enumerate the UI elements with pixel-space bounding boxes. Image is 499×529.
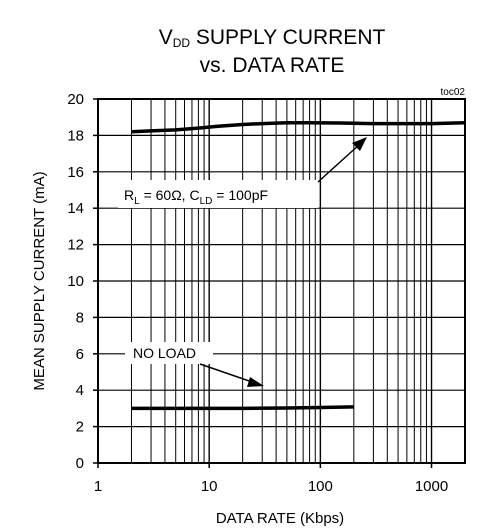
chart-title-line1: VDD SUPPLY CURRENT [159,26,386,50]
y-axis-label: MEAN SUPPLY CURRENT (mA) [31,171,48,390]
annotation-rl-label: RL = 60Ω, CLD = 100pF [124,187,268,207]
annotation-noload-arrow-line [199,363,256,384]
title-v: V [159,26,173,49]
title-supply-current: SUPPLY CURRENT [190,26,385,49]
x-axis-label: DATA RATE (Kbps) [216,510,344,527]
y-tick-label: 4 [76,382,84,399]
annotation-rl-arrow-line [317,143,361,183]
y-tick-label: 14 [67,200,84,217]
y-tick-label: 10 [67,273,84,290]
y-tick-label: 6 [76,346,84,363]
y-tick-label: 2 [76,419,84,436]
annotation-rl-arrowhead [352,137,367,151]
series-line-rl60 [131,120,466,134]
y-tick-label: 20 [67,91,84,108]
y-tick-label: 18 [67,127,84,144]
plot-frame [97,98,466,464]
x-tick-label: 100 [308,478,333,495]
annotation-noload-label: NO LOAD [133,345,196,361]
x-tick-label: 1000 [415,478,448,495]
title-dd-subscript: DD [173,36,191,50]
annotation-rl-box [118,180,318,208]
tick-labels: 0 2 4 6 8 10 12 14 16 18 20 1 10 100 1000 [67,91,448,495]
annotation-noload-arrowhead [247,377,264,387]
x-tick-label: 10 [201,478,218,495]
chart-title-line2: vs. DATA RATE [200,54,345,77]
grid [93,98,465,468]
annotation-noload-box [125,342,213,364]
series-line-no-load [131,405,354,411]
x-tick-label: 1 [94,478,102,495]
y-tick-label: 16 [67,164,84,181]
y-tick-label: 12 [67,237,84,254]
y-tick-label: 8 [76,309,84,326]
y-tick-label: 0 [76,455,84,472]
figure-note: toc02 [441,87,466,98]
